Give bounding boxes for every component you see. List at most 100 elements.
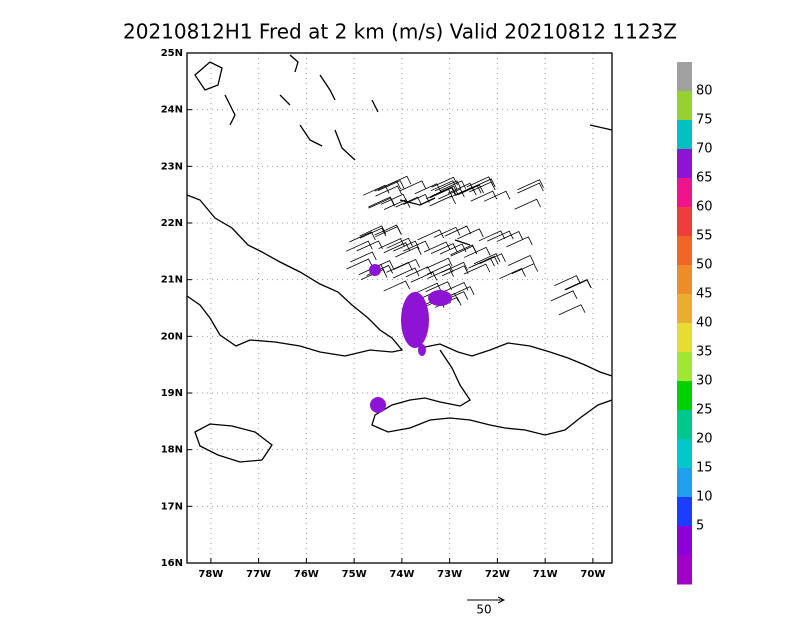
colorbar: 80 75 70 65 60 55 50 45 40 35 30 25 20 15 10 5	[677, 62, 713, 585]
colorbar-segment	[677, 120, 692, 150]
barb	[554, 275, 581, 287]
jamaica	[194, 423, 273, 463]
barb	[565, 279, 592, 291]
barb	[374, 224, 401, 236]
barb	[487, 230, 514, 242]
colorbar-label: 20	[696, 432, 713, 447]
colorbar-label: 55	[696, 229, 713, 244]
colorbar-segment	[677, 526, 692, 556]
barb	[383, 280, 410, 292]
barb	[431, 176, 458, 188]
lon-tick-label: 75W	[342, 569, 367, 580]
barb	[423, 241, 451, 253]
barb	[375, 185, 402, 197]
ref-label: 50	[476, 603, 491, 617]
barb	[450, 245, 478, 257]
barb	[514, 198, 542, 210]
barb	[469, 178, 496, 190]
barb	[426, 257, 453, 269]
cuba	[186, 194, 404, 357]
lat-tick-label: 17N	[161, 501, 183, 512]
barb	[349, 231, 376, 243]
barb	[496, 231, 524, 242]
colorbar-label: 25	[696, 403, 713, 418]
barb	[359, 225, 387, 237]
colorbar-segment	[677, 497, 692, 527]
coastlines	[186, 54, 613, 463]
barb	[403, 194, 430, 205]
colorbar-segment	[677, 381, 692, 411]
lon-tick-label: 71W	[533, 569, 558, 580]
colorbar-segment	[677, 62, 692, 92]
lon-tick-label: 77W	[246, 569, 271, 580]
barb	[483, 190, 511, 202]
colorbar-label: 40	[696, 316, 713, 331]
patch	[428, 290, 452, 306]
barb	[441, 261, 469, 273]
barb	[386, 237, 413, 249]
barb	[447, 286, 475, 298]
reference-vector: 50	[467, 596, 506, 617]
colorbar-label: 15	[696, 461, 713, 476]
barb	[517, 182, 544, 194]
barb	[346, 240, 373, 252]
wind-barbs	[346, 175, 592, 316]
barb	[517, 179, 544, 191]
title: 20210812H1 Fred at 2 km (m/s) Valid 2021…	[123, 20, 677, 44]
barb	[430, 243, 458, 255]
lat-tick-label: 25N	[161, 48, 183, 59]
barb	[395, 246, 422, 258]
lon-tick-label: 73W	[437, 569, 462, 580]
barb	[439, 243, 467, 255]
colorbar-label: 65	[696, 171, 713, 186]
barb	[444, 225, 472, 237]
colorbar-segment	[677, 468, 692, 498]
lon-tick-label: 78W	[198, 569, 223, 580]
barb	[399, 180, 427, 192]
barb	[431, 185, 458, 197]
barb	[558, 304, 586, 316]
barb	[479, 253, 506, 265]
barb	[377, 180, 405, 191]
colorbar-label: 50	[696, 258, 713, 273]
barb	[550, 290, 578, 302]
lon-tick-label: 70W	[580, 569, 605, 580]
barb	[511, 263, 539, 275]
barb	[426, 263, 454, 275]
colorbar-label: 80	[696, 84, 713, 99]
lat-tick-label: 24N	[161, 105, 183, 116]
barb	[384, 175, 412, 187]
hispaniola-north	[419, 342, 613, 377]
barb	[473, 253, 501, 265]
lat-tick-label: 21N	[161, 275, 183, 286]
colorbar-label: 5	[696, 519, 704, 534]
lat-tick-label: 22N	[161, 218, 183, 229]
barb	[457, 184, 484, 196]
barb	[359, 227, 387, 239]
ref-arrowhead	[497, 596, 506, 604]
colorbar-segment	[677, 410, 692, 440]
barb	[463, 263, 491, 275]
colorbar-label: 70	[696, 142, 713, 157]
map-frame	[186, 52, 613, 564]
lon-tick-label: 72W	[485, 569, 510, 580]
colorbar-label: 10	[696, 490, 713, 505]
colorbar-label: 30	[696, 374, 713, 389]
lat-tick-label: 20N	[161, 331, 183, 342]
colorbar-segment	[677, 439, 692, 469]
barb	[430, 180, 458, 192]
barb	[430, 187, 457, 199]
colorbar-segment	[677, 352, 692, 382]
barb	[506, 236, 533, 248]
lat-tick-label: 23N	[161, 161, 183, 172]
barb	[358, 264, 386, 276]
barb	[434, 180, 462, 192]
barb	[429, 186, 456, 198]
barb	[383, 242, 411, 254]
barb	[393, 258, 421, 270]
barb	[380, 193, 408, 205]
barb	[438, 188, 465, 200]
bahamas	[194, 54, 613, 246]
colorbar-segment	[677, 323, 692, 353]
